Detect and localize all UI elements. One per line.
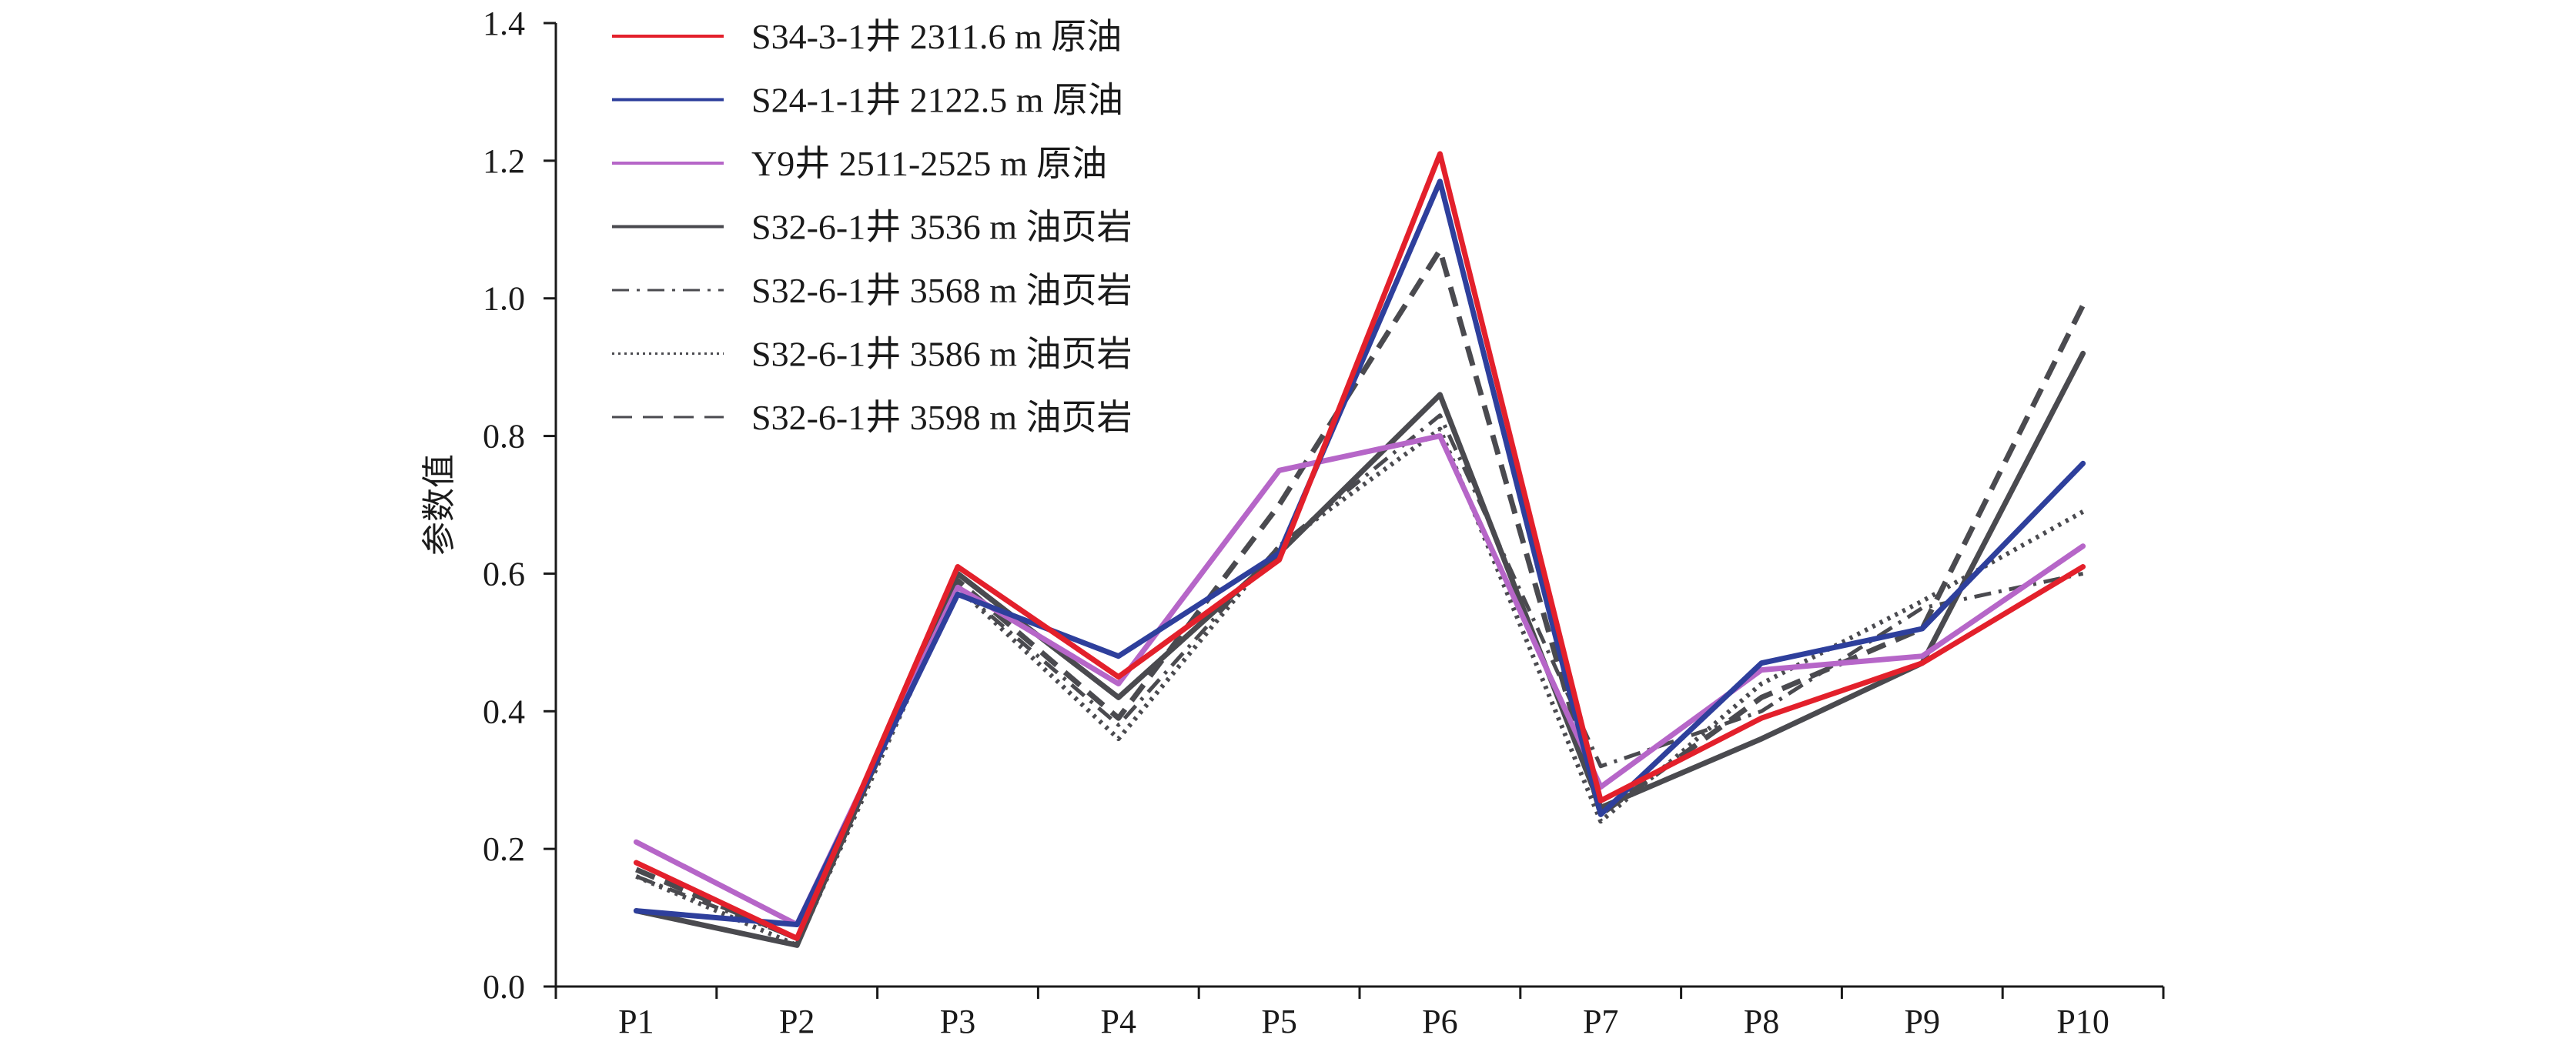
x-ticks: P1 P2 P3 P4 P5 P6 P7 P8 P9 P10 [554,987,2165,1040]
y-tick-label: 0.2 [483,830,525,868]
series-line [633,151,2086,941]
legend-label: Y9井 2511-2525 m 原油 [751,144,1107,183]
x-tick-label: P10 [2056,1003,2109,1040]
y-ticks: 0.0 0.2 0.4 0.6 0.8 1.0 1.2 1.4 [483,5,556,1006]
legend-label: S24-1-1井 2122.5 m 原油 [751,81,1123,120]
y-tick-label: 0.6 [483,555,525,593]
x-tick-label: P6 [1422,1003,1457,1040]
legend-label: S32-6-1井 3536 m 油页岩 [751,208,1132,247]
series-lines [633,151,2086,948]
x-tick-label: P5 [1261,1003,1296,1040]
legend: S34-3-1井 2311.6 m 原油 S24-1-1井 2122.5 m 原油… [612,17,1132,437]
x-tick-label: P7 [1583,1003,1618,1040]
y-tick-label: 1.2 [483,142,525,180]
y-axis-title: 参数值 [420,454,459,556]
y-tick-label: 0.8 [483,418,525,456]
x-tick-label: P9 [1905,1003,1940,1040]
legend-label: S32-6-1井 3586 m 油页岩 [751,335,1132,374]
series-line [633,179,2086,927]
y-tick-label: 0.0 [483,968,525,1006]
series-line [635,413,2084,940]
y-tick-label: 0.4 [483,693,525,730]
series-line [633,350,2086,948]
legend-label: S32-6-1井 3598 m 油页岩 [751,398,1132,437]
x-tick-label: P2 [779,1003,815,1040]
x-tick-label: P1 [618,1003,654,1040]
y-tick-label: 1.4 [483,5,525,42]
x-tick-label: P3 [940,1003,975,1040]
legend-label: S34-3-1井 2311.6 m 原油 [751,17,1122,56]
x-tick-label: P4 [1101,1003,1136,1040]
y-tick-label: 1.0 [483,280,525,318]
x-tick-label: P8 [1744,1003,1779,1040]
legend-label: S32-6-1井 3568 m 油页岩 [751,271,1132,310]
